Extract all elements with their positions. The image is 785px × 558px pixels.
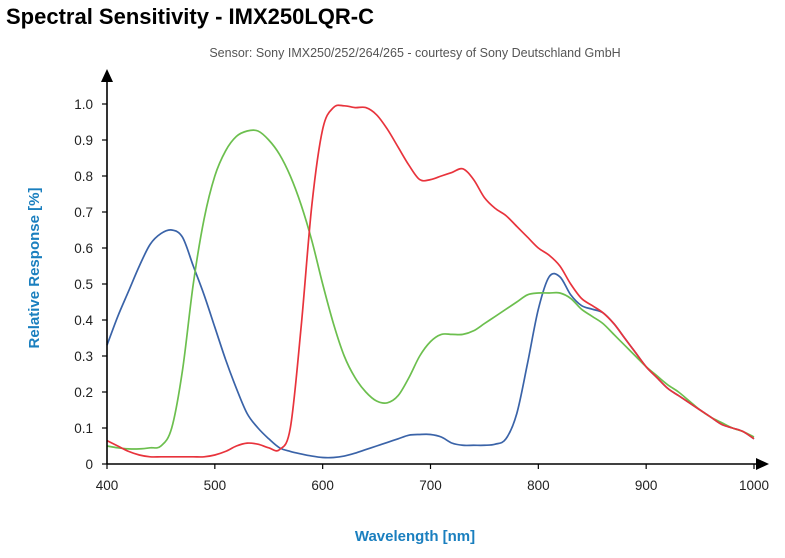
axes-layer bbox=[101, 69, 769, 470]
y-axis-arrow-icon bbox=[101, 69, 113, 82]
y-tick-label: 0.9 bbox=[74, 133, 93, 148]
x-tick-label: 600 bbox=[311, 478, 334, 493]
chart-subtitle: Sensor: Sony IMX250/252/264/265 - courte… bbox=[209, 46, 620, 60]
ticks-layer: 400 500 600 700 800 900 1000 0 0.1 0.2 0.3 0.4 0.5 0.… bbox=[74, 97, 769, 493]
y-tick-label: 0.7 bbox=[74, 205, 93, 220]
x-tick-label: 900 bbox=[635, 478, 658, 493]
x-tick-label: 1000 bbox=[739, 478, 769, 493]
green-series-line bbox=[106, 129, 755, 450]
x-axis-label: Wavelength [nm] bbox=[355, 528, 475, 545]
y-tick-label: 0.3 bbox=[74, 349, 93, 364]
y-tick-label: 1.0 bbox=[74, 97, 93, 112]
y-tick-label: 0.5 bbox=[74, 277, 93, 292]
x-axis-arrow-icon bbox=[756, 458, 769, 470]
blue-series-line bbox=[106, 229, 755, 459]
y-tick-label: 0.2 bbox=[74, 385, 93, 400]
series-layer bbox=[106, 104, 755, 459]
red-series-line bbox=[106, 104, 755, 458]
x-tick-label: 800 bbox=[527, 478, 550, 493]
page-title: Spectral Sensitivity - IMX250LQR-C bbox=[6, 4, 374, 29]
y-tick-label: 0.8 bbox=[74, 169, 93, 184]
y-axis-label: Relative Response [%] bbox=[26, 188, 43, 349]
x-tick-label: 500 bbox=[204, 478, 227, 493]
y-tick-label: 0 bbox=[85, 457, 93, 472]
x-tick-label: 400 bbox=[96, 478, 119, 493]
y-tick-label: 0.1 bbox=[74, 421, 93, 436]
y-tick-label: 0.6 bbox=[74, 241, 93, 256]
y-tick-label: 0.4 bbox=[74, 313, 93, 328]
x-tick-label: 700 bbox=[419, 478, 442, 493]
